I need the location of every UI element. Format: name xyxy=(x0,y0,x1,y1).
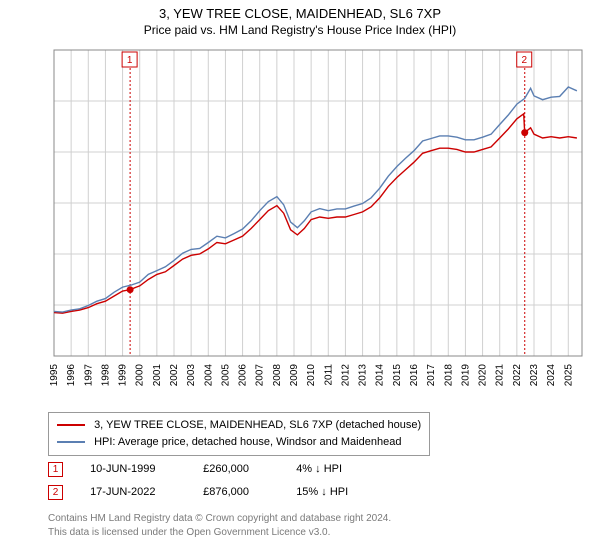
footer-line-2: This data is licensed under the Open Gov… xyxy=(48,526,391,540)
svg-text:2016: 2016 xyxy=(409,364,420,387)
sale-price-2: £876,000 xyxy=(203,486,293,498)
sale-date-1: 10-JUN-1999 xyxy=(90,463,200,475)
legend-label-2: HPI: Average price, detached house, Wind… xyxy=(94,436,401,448)
svg-text:2: 2 xyxy=(521,55,527,66)
sale-events: 1 10-JUN-1999 £260,000 4% ↓ HPI 2 17-JUN… xyxy=(48,462,386,508)
svg-text:2017: 2017 xyxy=(426,364,437,387)
legend-swatch-1 xyxy=(57,424,85,426)
svg-text:2020: 2020 xyxy=(478,364,489,387)
svg-text:2012: 2012 xyxy=(340,364,351,387)
sale-date-2: 17-JUN-2022 xyxy=(90,486,200,498)
sale-pct-2: 15% ↓ HPI xyxy=(296,486,386,498)
svg-text:2024: 2024 xyxy=(546,364,557,387)
svg-text:2015: 2015 xyxy=(392,364,403,387)
svg-text:1997: 1997 xyxy=(83,364,94,387)
svg-text:2018: 2018 xyxy=(443,364,454,387)
svg-text:1999: 1999 xyxy=(118,364,129,387)
svg-text:2011: 2011 xyxy=(323,364,334,386)
svg-text:2001: 2001 xyxy=(152,364,163,387)
price-chart: £0£200K£400K£600K£800K£1M£1.2M1995199619… xyxy=(48,46,588,396)
svg-text:2021: 2021 xyxy=(495,364,506,387)
footer: Contains HM Land Registry data © Crown c… xyxy=(48,512,391,539)
legend-row-2: HPI: Average price, detached house, Wind… xyxy=(57,434,421,451)
sale-row-1: 1 10-JUN-1999 £260,000 4% ↓ HPI xyxy=(48,462,386,478)
svg-text:2000: 2000 xyxy=(135,364,146,387)
title-address: 3, YEW TREE CLOSE, MAIDENHEAD, SL6 7XP xyxy=(0,6,600,21)
footer-line-1: Contains HM Land Registry data © Crown c… xyxy=(48,512,391,526)
legend: 3, YEW TREE CLOSE, MAIDENHEAD, SL6 7XP (… xyxy=(48,412,430,456)
svg-text:2009: 2009 xyxy=(289,364,300,387)
svg-text:2003: 2003 xyxy=(186,364,197,387)
legend-row-1: 3, YEW TREE CLOSE, MAIDENHEAD, SL6 7XP (… xyxy=(57,417,421,434)
svg-text:2006: 2006 xyxy=(238,364,249,387)
svg-text:1995: 1995 xyxy=(49,364,60,387)
sale-pct-1: 4% ↓ HPI xyxy=(296,463,386,475)
sale-row-2: 2 17-JUN-2022 £876,000 15% ↓ HPI xyxy=(48,485,386,501)
svg-text:2022: 2022 xyxy=(512,364,523,387)
sale-marker-1: 1 xyxy=(48,462,63,477)
svg-text:2004: 2004 xyxy=(203,364,214,387)
svg-text:1: 1 xyxy=(127,55,133,66)
legend-swatch-2 xyxy=(57,441,85,443)
svg-text:2008: 2008 xyxy=(272,364,283,387)
svg-text:2013: 2013 xyxy=(358,364,369,387)
svg-text:2010: 2010 xyxy=(306,364,317,387)
svg-text:2007: 2007 xyxy=(255,364,266,387)
svg-text:2002: 2002 xyxy=(169,364,180,387)
title-subtitle: Price paid vs. HM Land Registry's House … xyxy=(0,23,600,37)
svg-text:2025: 2025 xyxy=(563,364,574,387)
legend-label-1: 3, YEW TREE CLOSE, MAIDENHEAD, SL6 7XP (… xyxy=(94,419,421,431)
svg-text:2019: 2019 xyxy=(460,364,471,387)
svg-text:1998: 1998 xyxy=(100,364,111,387)
svg-text:2023: 2023 xyxy=(529,364,540,387)
svg-text:2014: 2014 xyxy=(375,364,386,387)
svg-text:1996: 1996 xyxy=(66,364,77,387)
sale-price-1: £260,000 xyxy=(203,463,293,475)
svg-text:2005: 2005 xyxy=(220,364,231,387)
sale-marker-2: 2 xyxy=(48,485,63,500)
